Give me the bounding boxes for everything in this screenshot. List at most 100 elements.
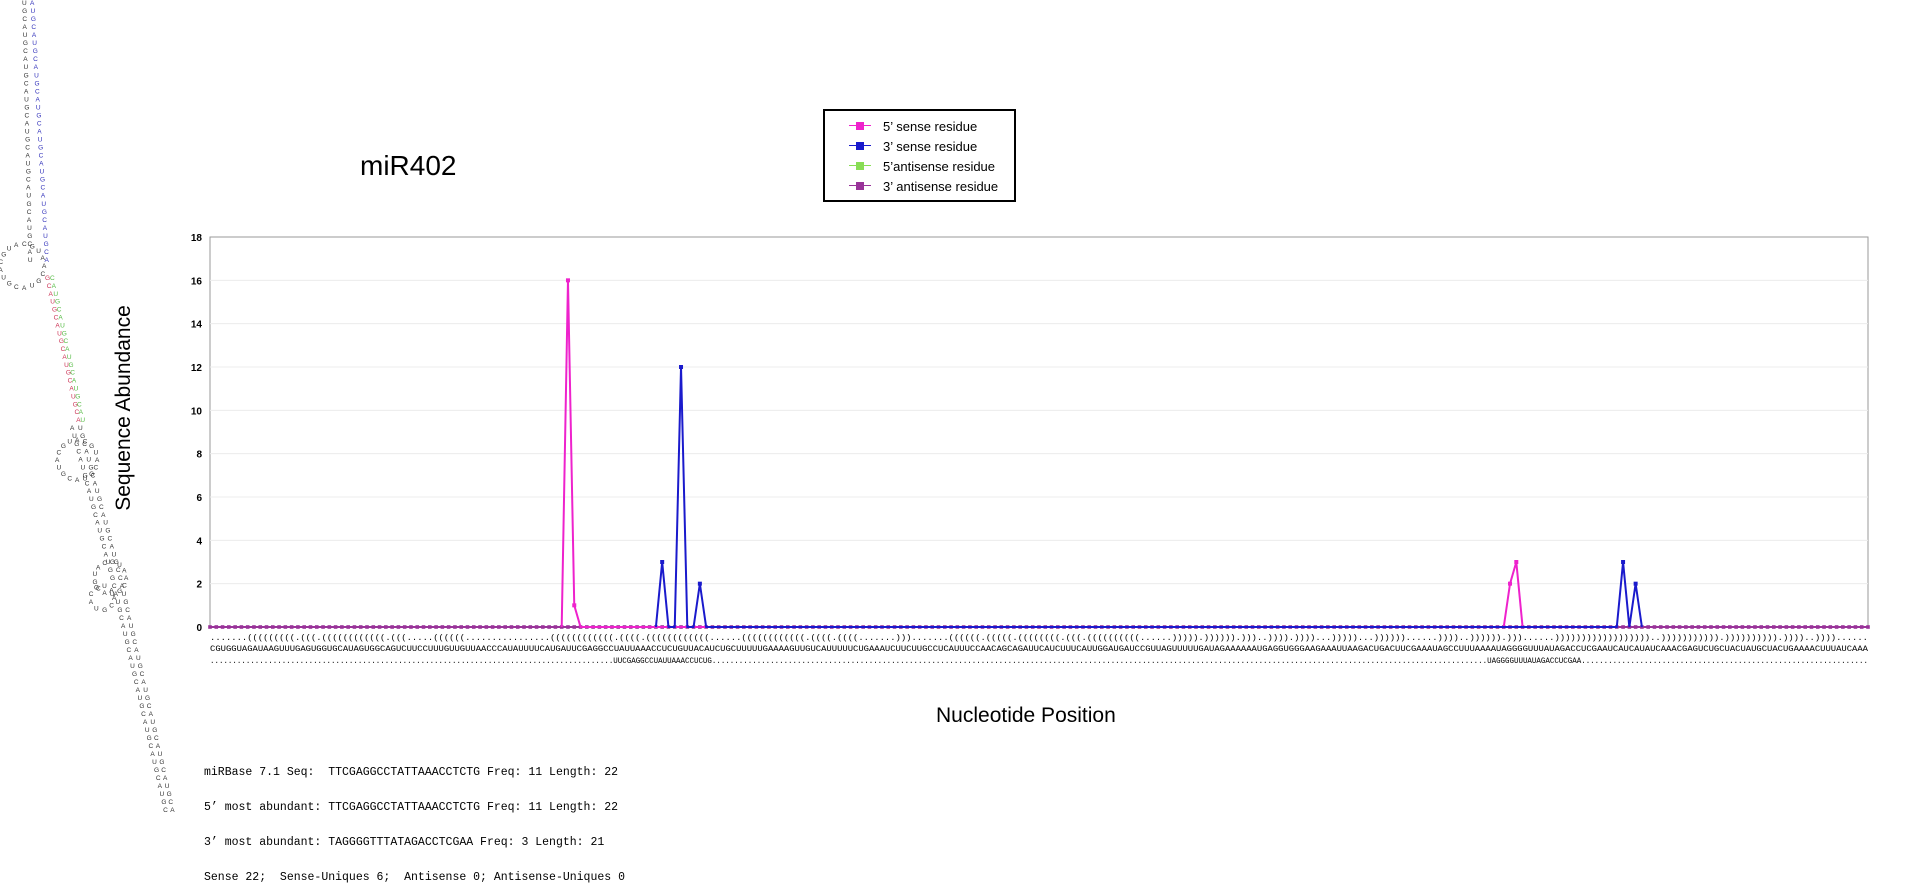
legend-label: 3’ antisense residue (883, 178, 999, 194)
zero-point (1784, 625, 1789, 629)
hairpin-base: C (47, 283, 52, 290)
zero-point (465, 625, 470, 629)
zero-point (1709, 625, 1713, 629)
hairpin-base: C (161, 767, 166, 774)
zero-point (1677, 625, 1682, 629)
zero-point (1696, 625, 1701, 629)
zero-point (1671, 625, 1676, 629)
zero-point (409, 625, 413, 629)
hairpin-base: A (78, 457, 83, 464)
hairpin-base: A (163, 775, 168, 782)
zero-point (528, 625, 533, 629)
hairpin-base: C (140, 671, 145, 678)
hairpin-loop-base: G (94, 585, 99, 592)
sequence-structure: .......(((((((((.(((.((((((((((((.(((...… (210, 633, 1868, 643)
hairpin-base: C (93, 512, 98, 519)
hairpin-loop-base: U (36, 248, 41, 255)
hairpin-base: C (132, 639, 137, 646)
hairpin-base: A (84, 449, 89, 456)
x-axis-label: Nucleotide Position (936, 704, 1116, 727)
zero-point (1702, 625, 1707, 629)
hairpin-base: C (119, 615, 124, 622)
hairpin-loop-base: C (89, 591, 94, 598)
zero-point (327, 625, 332, 629)
hairpin-loop-base: A (96, 564, 101, 571)
hairpin-base: C (54, 314, 59, 321)
hairpin-loop-base: A (14, 242, 19, 249)
hairpin-base: U (50, 299, 55, 306)
hairpin-loop-base: A (75, 477, 80, 484)
zero-point (296, 625, 300, 629)
hairpin-base: G (123, 599, 128, 606)
hairpin-base: C (149, 743, 154, 750)
hairpin-base: U (36, 104, 41, 111)
hairpin-base: A (39, 161, 44, 168)
y-tick-label: 12 (191, 363, 203, 374)
hairpin-base: A (45, 257, 50, 264)
hairpin-base: C (163, 807, 168, 814)
hairpin-base: U (26, 193, 31, 200)
hairpin-base: A (120, 583, 125, 590)
hairpin-base: A (30, 0, 35, 7)
zero-point (1822, 625, 1826, 629)
hairpin-base: G (138, 663, 143, 670)
zero-point (428, 625, 432, 629)
legend-item: 5’ sense residue (849, 116, 977, 136)
hairpin-base: A (28, 249, 33, 256)
zero-point (471, 625, 476, 629)
hairpin-base: U (81, 464, 86, 471)
hairpin-base: G (59, 338, 64, 345)
hairpin-base: C (107, 536, 112, 543)
hairpin-base: A (37, 128, 42, 135)
hairpin-base: C (23, 48, 28, 55)
hairpin-base: C (85, 480, 90, 487)
hairpin-base: U (106, 559, 111, 566)
hairpin-base: G (91, 504, 96, 511)
legend-label: 3’ sense residue (883, 138, 978, 154)
zero-point (1765, 625, 1770, 629)
zero-point (1715, 625, 1720, 629)
zero-point (384, 625, 388, 629)
hairpin-base: G (26, 169, 31, 176)
legend-item: 5’antisense residue (849, 156, 995, 176)
legend: 5’ sense residue 3’ sense residue 5’antise… (823, 109, 1016, 202)
zero-point (1815, 625, 1820, 629)
hairpin-base: A (149, 711, 154, 718)
hairpin-base: U (30, 8, 35, 15)
hairpin-base: C (25, 112, 30, 119)
hairpin-loop-base: U (110, 591, 115, 598)
hairpin-base: U (86, 457, 91, 464)
hairpin-base: A (101, 512, 106, 519)
zero-point (377, 625, 382, 629)
hairpin-loop-base: C (109, 603, 114, 610)
hairpin-base: A (55, 322, 60, 329)
hairpin-base: U (34, 72, 39, 79)
hairpin-base: U (80, 417, 85, 424)
hairpin-base: G (117, 607, 122, 614)
hairpin-base: U (165, 783, 170, 790)
zero-point (271, 625, 275, 629)
abundance-chart: 0 2 4 6 8 10 12 14 16 18 .......(((((((((.(((.((((… (191, 233, 1870, 666)
hairpin-base: G (152, 727, 157, 734)
hairpin-base: C (147, 703, 152, 710)
zero-point (446, 625, 451, 629)
hairpin-base: G (161, 799, 166, 806)
sequence-nucleotides: CGUGGUAGAUAAGUUUGAGUGGUGCAUAGUGGCAGUCUUC… (210, 645, 1868, 654)
zero-point (277, 625, 281, 629)
hairpin-base: U (23, 32, 28, 39)
zero-point (1728, 625, 1732, 629)
hairpin-loop-base: A (112, 595, 117, 602)
zero-point (522, 625, 526, 629)
zero-point (490, 625, 495, 629)
hairpin-base: A (121, 623, 126, 630)
hairpin-base: C (63, 338, 68, 345)
hairpin-loop-base: U (83, 475, 88, 482)
hairpin-base: A (170, 807, 175, 814)
zero-point (227, 625, 231, 629)
hairpin-loop-base: A (41, 255, 46, 262)
hairpin-base: C (27, 241, 32, 248)
hairpin-base: A (72, 378, 77, 385)
hairpin-base: U (89, 496, 94, 503)
hairpin-base: A (93, 480, 98, 487)
hairpin-base: C (24, 80, 29, 87)
